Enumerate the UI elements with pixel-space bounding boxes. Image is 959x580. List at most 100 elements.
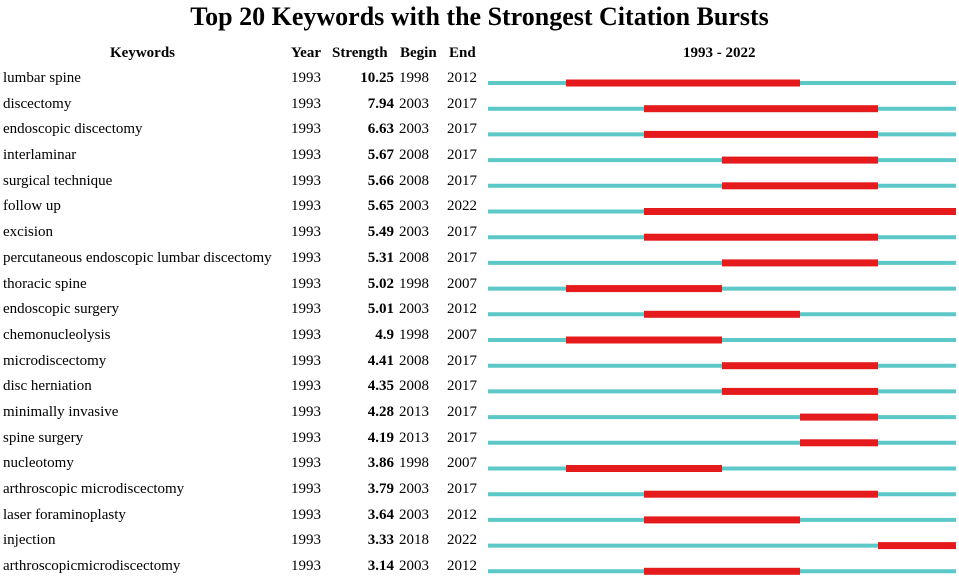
year-cell: 1993: [291, 147, 321, 164]
table-row: endoscopic discectomy 1993 6.63 2003 2017: [0, 117, 959, 143]
table-row: spine surgery 1993 4.19 2013 2017: [0, 426, 959, 452]
end-cell: 2022: [447, 198, 477, 215]
burst-bar: [644, 567, 800, 575]
burst-bar: [566, 465, 722, 472]
year-cell: 1993: [291, 481, 321, 497]
year-cell: 1993: [291, 95, 321, 112]
strength-cell: 5.31: [367, 249, 394, 266]
end-cell: 2007: [447, 455, 477, 472]
keyword-cell: nucleotomy: [3, 455, 74, 472]
header-timeline-range: 1993 - 2022: [683, 45, 756, 61]
year-cell: 1993: [291, 198, 321, 215]
end-cell: 2017: [447, 172, 477, 189]
strength-cell: 5.66: [367, 172, 394, 189]
end-cell: 2007: [447, 275, 477, 292]
burst-bar: [566, 79, 800, 87]
burst-bar: [644, 233, 878, 241]
year-cell: 1993: [291, 301, 321, 318]
table-row: interlaminar 1993 5.67 2008 2017: [0, 143, 959, 169]
begin-cell: 2003: [399, 558, 429, 575]
header-year: Year: [291, 45, 321, 61]
year-cell: 1993: [291, 429, 321, 446]
year-cell: 1993: [291, 455, 321, 472]
year-cell: 1993: [291, 532, 321, 549]
end-cell: 2017: [447, 429, 477, 446]
end-cell: 2017: [447, 249, 477, 266]
year-cell: 1993: [291, 249, 321, 266]
keyword-cell: excision: [3, 224, 53, 241]
begin-cell: 2008: [399, 172, 429, 189]
begin-cell: 2003: [399, 506, 429, 523]
burst-bar: [722, 362, 878, 370]
burst-bar: [644, 208, 956, 215]
year-cell: 1993: [291, 326, 321, 343]
year-cell: 1993: [291, 352, 321, 369]
keyword-cell: disc herniation: [3, 378, 92, 395]
end-cell: 2012: [447, 70, 477, 86]
burst-bar: [722, 156, 878, 164]
keyword-cell: arthroscopic microdiscectomy: [3, 481, 185, 497]
keyword-cell: endoscopic discectomy: [3, 121, 143, 138]
end-cell: 2017: [447, 481, 477, 497]
begin-cell: 2013: [399, 429, 429, 446]
table-row: endoscopic surgery 1993 5.01 2003 2012: [0, 297, 959, 323]
year-cell: 1993: [291, 403, 321, 420]
end-cell: 2007: [447, 326, 477, 343]
year-cell: 1993: [291, 558, 321, 575]
keyword-cell: laser foraminoplasty: [3, 506, 126, 523]
end-cell: 2017: [447, 95, 477, 112]
begin-cell: 2003: [399, 121, 429, 138]
header-end: End: [449, 45, 476, 61]
end-cell: 2017: [447, 224, 477, 241]
burst-bar: [722, 182, 878, 190]
strength-cell: 3.79: [367, 481, 394, 497]
burst-bar: [800, 439, 878, 447]
keyword-cell: percutaneous endoscopic lumbar discectom…: [3, 249, 272, 266]
begin-cell: 2013: [399, 403, 429, 420]
strength-cell: 5.01: [367, 301, 394, 318]
strength-cell: 5.65: [367, 198, 394, 215]
begin-cell: 2003: [399, 224, 429, 241]
strength-cell: 7.94: [367, 95, 394, 112]
table-row: arthroscopic microdiscectomy 1993 3.79 2003…: [0, 477, 959, 503]
table-row: microdiscectomy 1993 4.41 2008 2017: [0, 349, 959, 375]
begin-cell: 2003: [399, 95, 429, 112]
keyword-cell: follow up: [3, 198, 61, 215]
strength-cell: 3.64: [367, 506, 394, 523]
keyword-cell: thoracic spine: [3, 275, 87, 292]
strength-cell: 10.25: [360, 70, 394, 86]
strength-cell: 4.41: [367, 352, 394, 369]
strength-cell: 5.67: [367, 147, 394, 164]
begin-cell: 1998: [399, 455, 429, 472]
keyword-cell: chemonucleolysis: [3, 326, 111, 343]
table-row: surgical technique 1993 5.66 2008 2017: [0, 169, 959, 195]
header-keywords: Keywords: [110, 45, 175, 61]
strength-cell: 5.02: [367, 275, 394, 292]
strength-cell: 4.19: [367, 429, 394, 446]
burst-bar: [644, 516, 800, 524]
chart-title: Top 20 Keywords with the Strongest Citat…: [190, 2, 769, 31]
strength-cell: 4.28: [367, 403, 394, 420]
end-cell: 2017: [447, 378, 477, 395]
burst-table: lumbar spine 1993 10.25 1998 2012 discectomy 1…: [0, 66, 959, 580]
strength-cell: 4.9: [375, 326, 394, 343]
table-row: arthroscopicmicrodiscectomy 1993 3.14 2003 2…: [0, 554, 959, 580]
begin-cell: 2008: [399, 147, 429, 164]
header-begin: Begin: [400, 45, 437, 61]
begin-cell: 2008: [399, 352, 429, 369]
keyword-cell: minimally invasive: [3, 403, 119, 420]
burst-bar: [644, 130, 878, 138]
end-cell: 2012: [447, 558, 477, 575]
year-cell: 1993: [291, 121, 321, 138]
keyword-cell: interlaminar: [3, 147, 77, 164]
table-row: follow up 1993 5.65 2003 2022: [0, 194, 959, 220]
begin-cell: 1998: [399, 70, 429, 86]
end-cell: 2012: [447, 506, 477, 523]
keyword-cell: endoscopic surgery: [3, 301, 119, 318]
burst-bar: [722, 259, 878, 267]
year-cell: 1993: [291, 224, 321, 241]
begin-cell: 2008: [399, 378, 429, 395]
table-row: injection 1993 3.33 2018 2022: [0, 528, 959, 554]
keyword-cell: discectomy: [3, 95, 72, 112]
